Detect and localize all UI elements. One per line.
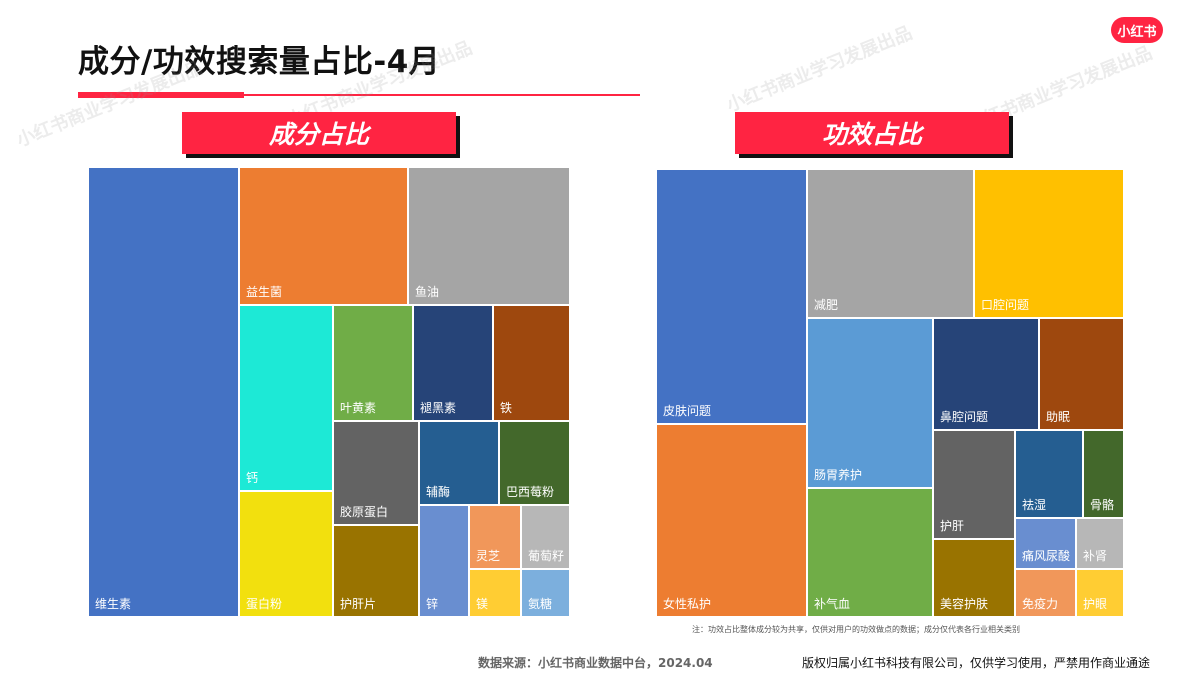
treemap-cell: 钙 <box>239 305 333 491</box>
data-source: 数据来源：小红书商业数据中台，2024.04 <box>478 656 713 670</box>
treemap-cell-label: 锌 <box>426 597 439 611</box>
treemap-cell: 护眼 <box>1076 569 1124 617</box>
treemap-cell: 辅酶 <box>419 421 499 505</box>
treemap-cell-label: 骨骼 <box>1090 498 1115 512</box>
title-underline <box>78 94 640 96</box>
treemap-cell: 蛋白粉 <box>239 491 333 617</box>
efficacy-banner-label: 功效占比 <box>735 112 1009 154</box>
treemap-cell: 益生菌 <box>239 167 408 305</box>
treemap-cell-label: 鼻腔问题 <box>940 410 989 424</box>
treemap-cell: 氨糖 <box>521 569 570 617</box>
treemap-cell: 减肥 <box>807 169 974 318</box>
treemap-cell-label: 痛风尿酸 <box>1022 549 1071 563</box>
treemap-cell-label: 叶黄素 <box>340 401 377 415</box>
treemap-cell: 锌 <box>419 505 469 617</box>
treemap-cell-label: 皮肤问题 <box>663 404 712 418</box>
treemap-cell: 鼻腔问题 <box>933 318 1039 430</box>
treemap-cell: 女性私护 <box>656 424 807 617</box>
treemap-cell-label: 铁 <box>500 401 513 415</box>
watermark: 小红书商业学习发展出品 <box>723 22 916 117</box>
treemap-cell-label: 补肾 <box>1083 549 1108 563</box>
treemap-cell-label: 美容护肤 <box>940 597 989 611</box>
page-title: 成分/功效搜索量占比-4月 <box>78 44 441 80</box>
treemap-cell: 补气血 <box>807 488 933 617</box>
footnote: 注：功效占比整体成分较为共享，仅供对用户的功效做点的数据；成分仅代表各行业相关类… <box>692 625 1020 634</box>
treemap-cell-label: 护眼 <box>1083 597 1108 611</box>
treemap-cell-label: 鱼油 <box>415 285 440 299</box>
treemap-cell-label: 氨糖 <box>528 597 553 611</box>
treemap-cell: 口腔问题 <box>974 169 1124 318</box>
treemap-cell: 镁 <box>469 569 521 617</box>
treemap-cell-label: 女性私护 <box>663 597 712 611</box>
treemap-cell-label: 免疫力 <box>1022 597 1059 611</box>
treemap-cell: 维生素 <box>88 167 239 617</box>
treemap-cell: 叶黄素 <box>333 305 413 421</box>
treemap-cell-label: 助眠 <box>1046 410 1071 424</box>
treemap-cell-label: 镁 <box>476 597 489 611</box>
treemap-cell: 护肝片 <box>333 525 419 617</box>
treemap-cell: 胶原蛋白 <box>333 421 419 525</box>
copyright: 版权归属小红书科技有限公司，仅供学习使用，严禁用作商业通途 <box>802 656 1151 670</box>
treemap-cell-label: 胶原蛋白 <box>340 505 389 519</box>
treemap-cell: 灵芝 <box>469 505 521 569</box>
treemap-cell-label: 辅酶 <box>426 485 451 499</box>
treemap-cell: 褪黑素 <box>413 305 493 421</box>
treemap-cell: 皮肤问题 <box>656 169 807 424</box>
title-accent-bar <box>78 92 244 98</box>
treemap-cell-label: 蛋白粉 <box>246 597 283 611</box>
efficacy-banner: 功效占比 <box>735 112 1013 158</box>
treemap-cell: 补肾 <box>1076 518 1124 569</box>
ingredient-treemap: 维生素 益生菌 鱼油钙 叶黄素 褪黑素 铁胶原蛋白 辅酶 巴西莓粉蛋白粉 护肝片 锌 灵芝 葡萄籽镁 氨… <box>88 167 570 617</box>
treemap-cell: 助眠 <box>1039 318 1124 430</box>
ingredient-banner: 成分占比 <box>182 112 460 158</box>
xiaohongshu-logo: 小红书 <box>1111 17 1163 43</box>
treemap-cell-label: 维生素 <box>95 597 132 611</box>
treemap-cell-label: 补气血 <box>814 597 851 611</box>
treemap-cell: 葡萄籽 <box>521 505 570 569</box>
treemap-cell: 铁 <box>493 305 570 421</box>
treemap-cell-label: 葡萄籽 <box>528 549 565 563</box>
treemap-cell: 美容护肤 <box>933 539 1015 617</box>
treemap-cell-label: 口腔问题 <box>981 298 1030 312</box>
treemap-cell: 痛风尿酸 <box>1015 518 1076 569</box>
treemap-cell: 祛湿 <box>1015 430 1083 518</box>
treemap-cell: 免疫力 <box>1015 569 1076 617</box>
treemap-cell: 骨骼 <box>1083 430 1124 518</box>
treemap-cell: 护肝 <box>933 430 1015 539</box>
treemap-cell: 巴西莓粉 <box>499 421 570 505</box>
treemap-cell-label: 护肝 <box>940 519 965 533</box>
treemap-cell-label: 灵芝 <box>476 549 501 563</box>
treemap-cell-label: 祛湿 <box>1022 498 1047 512</box>
treemap-cell-label: 褪黑素 <box>420 401 457 415</box>
treemap-cell-label: 护肝片 <box>340 597 377 611</box>
treemap-cell-label: 肠胃养护 <box>814 468 863 482</box>
treemap-cell: 鱼油 <box>408 167 570 305</box>
ingredient-banner-label: 成分占比 <box>182 112 456 154</box>
efficacy-treemap: 皮肤问题 减肥 口腔问题女性私护 肠胃养护 鼻腔问题 助眠护肝 祛湿 骨骼补气血 美容护肤 痛风尿… <box>656 169 1124 617</box>
treemap-cell-label: 钙 <box>246 471 259 485</box>
treemap-cell-label: 益生菌 <box>246 285 283 299</box>
treemap-cell-label: 巴西莓粉 <box>506 485 555 499</box>
treemap-cell-label: 减肥 <box>814 298 839 312</box>
treemap-cell: 肠胃养护 <box>807 318 933 488</box>
